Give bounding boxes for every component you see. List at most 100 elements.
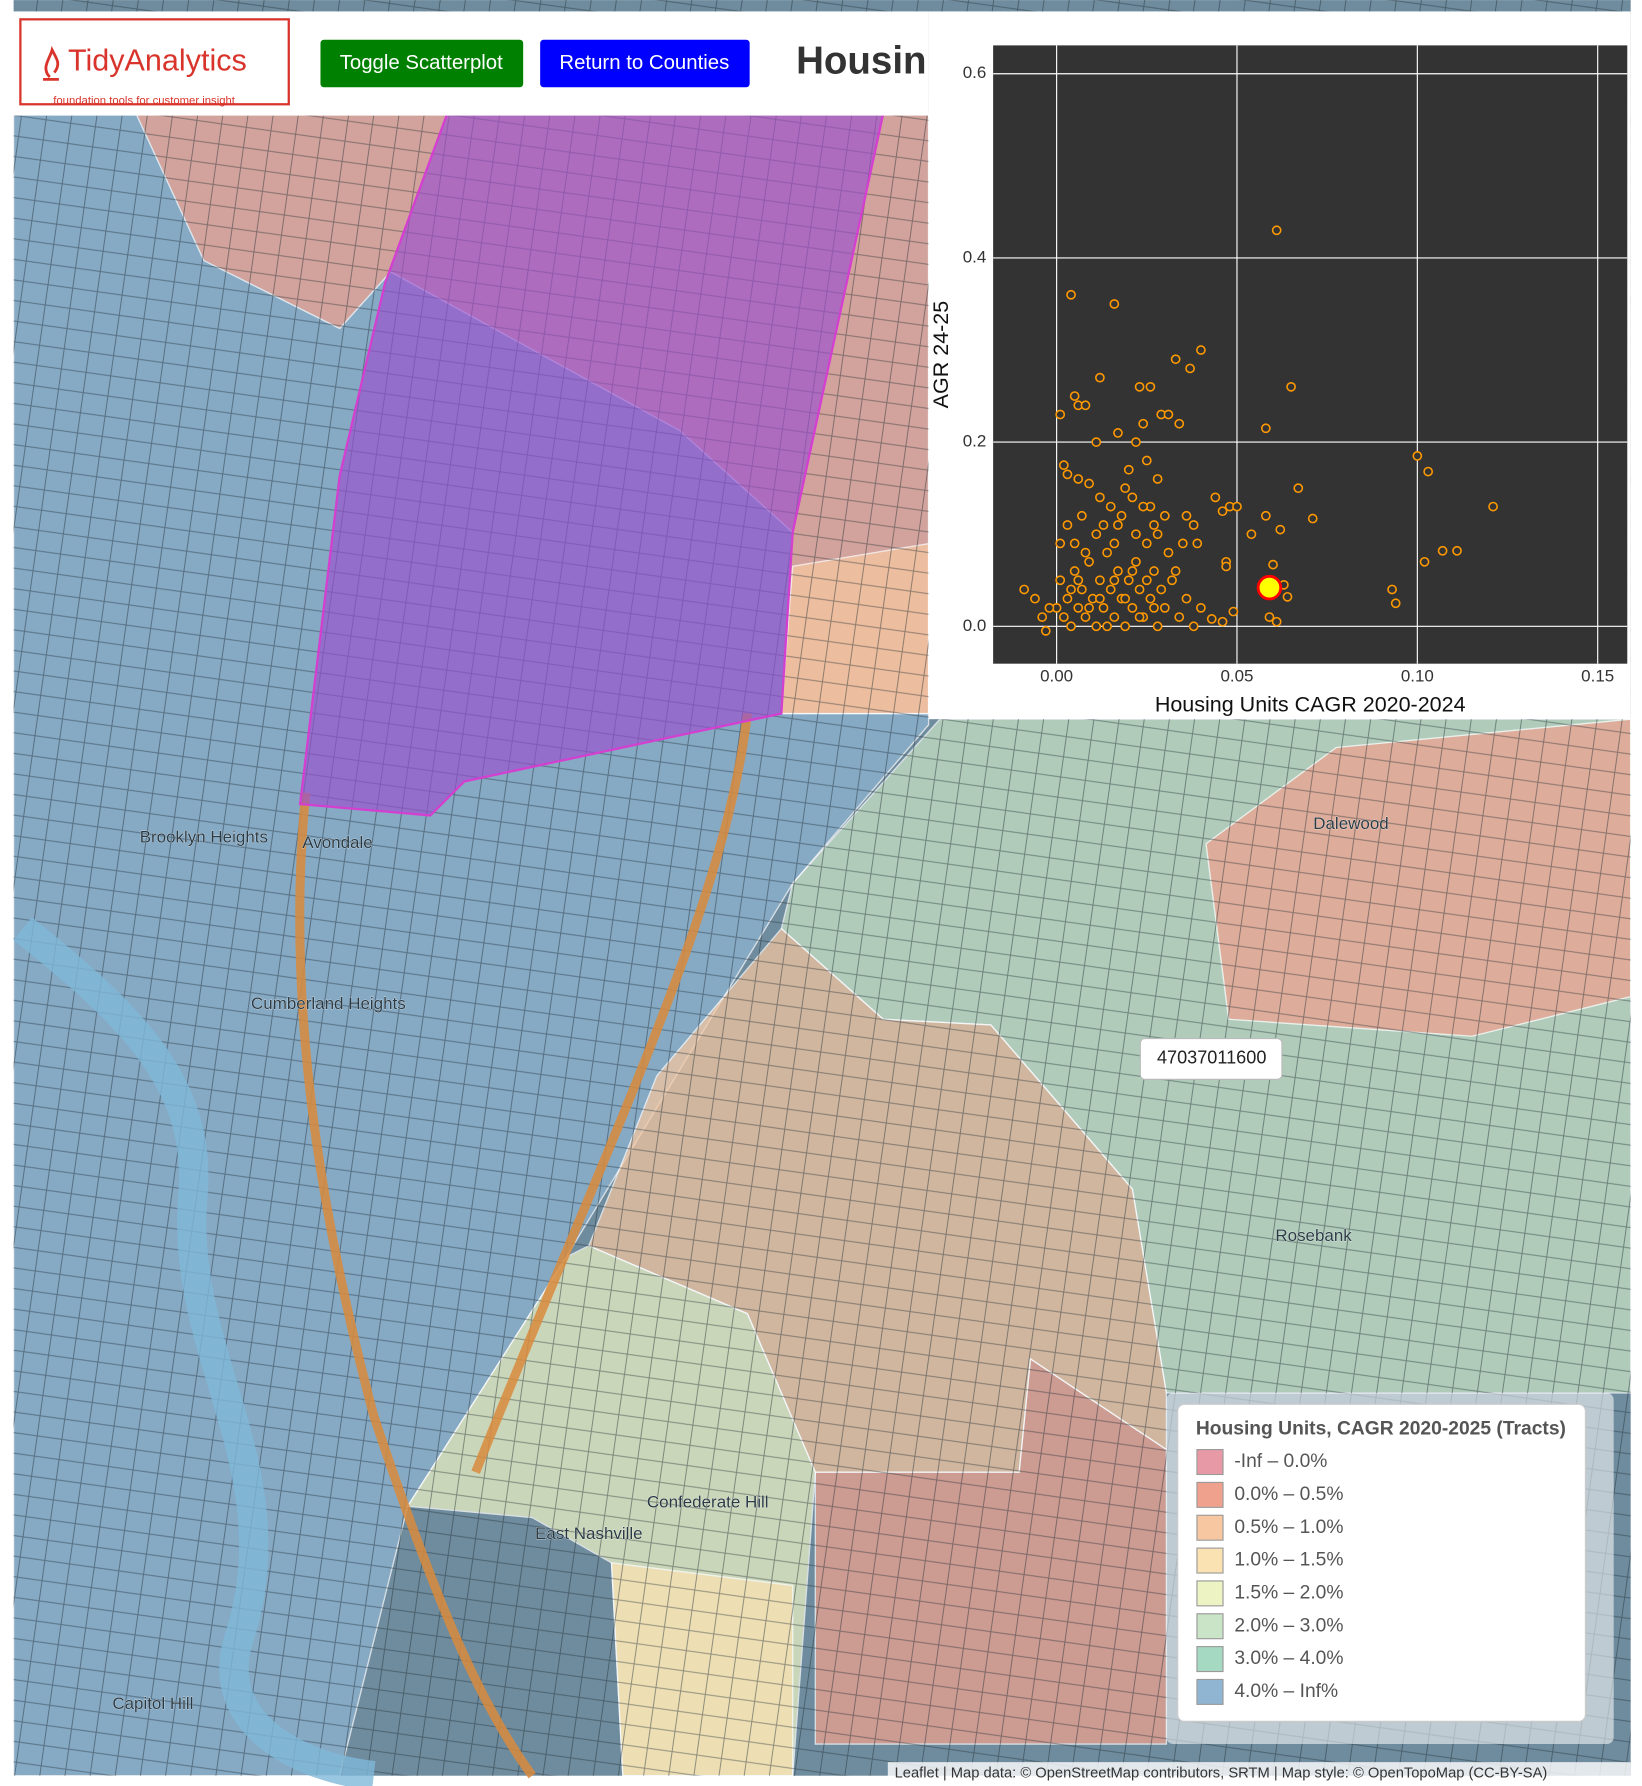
selected-tract[interactable] [298, 112, 885, 817]
x-tick-label: 0.00 [1040, 667, 1073, 686]
river [13, 917, 376, 1786]
attribution-bg [887, 1762, 1631, 1786]
point [1044, 603, 1055, 613]
point [1095, 593, 1105, 604]
point [1196, 603, 1206, 613]
point [1271, 225, 1282, 236]
legend-label: 1.5% – 2.0% [1234, 1582, 1343, 1603]
point [1120, 593, 1131, 604]
point [1102, 621, 1112, 632]
header: TidyAnalytics foundation tools for custo… [0, 11, 929, 116]
point [1260, 510, 1271, 521]
point [1095, 492, 1105, 503]
point [1170, 354, 1181, 365]
point [1069, 391, 1080, 401]
point [1120, 621, 1131, 632]
point [1123, 575, 1134, 586]
point [1069, 538, 1080, 549]
point [1127, 566, 1138, 576]
return-button[interactable] [540, 39, 750, 88]
legend-swatch [1196, 1678, 1224, 1705]
legend-label: 1.0% – 1.5% [1234, 1550, 1343, 1571]
point [1141, 455, 1152, 466]
point [1170, 566, 1181, 576]
point [1105, 501, 1116, 512]
point [1246, 529, 1257, 540]
point [1105, 584, 1116, 595]
legend-box [1177, 1403, 1586, 1722]
x-tick-label: 0.10 [1401, 667, 1434, 686]
place-label: Brooklyn Heights [140, 828, 268, 847]
point [1145, 593, 1156, 604]
toggle-button-label[interactable]: Toggle Scatterplot [340, 52, 503, 74]
point [1055, 409, 1066, 420]
x-axis-label: Housing Units CAGR 2020-2024 [1155, 692, 1466, 716]
highlight-point [1256, 574, 1283, 601]
point [1260, 423, 1271, 434]
legend-label: -Inf – 0.0% [1234, 1451, 1327, 1472]
attribution[interactable]: Leaflet | Map data: © OpenStreetMap cont… [895, 1765, 1548, 1781]
point [1412, 451, 1423, 461]
point [1488, 501, 1498, 512]
legend-label: 0.5% – 1.0% [1234, 1517, 1343, 1538]
place-label: Capitol Hill [112, 1694, 193, 1713]
legend-label: 4.0% – Inf% [1234, 1681, 1338, 1702]
logo-box[interactable] [19, 18, 290, 106]
point [1109, 299, 1120, 309]
y-tick-label: 0.2 [963, 432, 987, 451]
highway [295, 712, 752, 1779]
legend-swatch [1196, 1449, 1224, 1476]
point [1098, 603, 1109, 613]
point [1113, 428, 1123, 438]
point [1080, 547, 1091, 558]
return-button-label[interactable]: Return to Counties [559, 52, 729, 74]
point [1127, 492, 1138, 503]
point [1387, 584, 1397, 595]
point [1149, 603, 1159, 613]
point [1174, 418, 1185, 429]
point [1228, 606, 1239, 617]
point [1109, 612, 1120, 622]
point [1109, 575, 1120, 586]
point [1091, 437, 1102, 447]
legend-swatch [1196, 1514, 1224, 1541]
point [1058, 612, 1069, 622]
y-tick-label: 0.0 [963, 616, 987, 635]
scatter-panel: Housing Units CAGR 2020-2024 AGR 24-25 0… [928, 11, 1631, 720]
point [1138, 501, 1149, 512]
point [1232, 501, 1242, 512]
point [1095, 372, 1105, 383]
point [1066, 584, 1076, 595]
point [1149, 566, 1159, 576]
point [1116, 510, 1127, 521]
point [1156, 584, 1167, 595]
point [1062, 593, 1073, 604]
point [1131, 529, 1141, 540]
legend: Housing Units, CAGR 2020-2025 (Tracts) -… [1166, 1392, 1614, 1745]
point [1102, 547, 1112, 558]
point [1030, 593, 1040, 604]
point [1134, 584, 1145, 595]
place-label: Cumberland Heights [251, 994, 406, 1013]
point [1113, 566, 1123, 576]
point [1221, 561, 1232, 572]
point [1134, 381, 1145, 392]
point [1282, 591, 1293, 602]
point [1123, 464, 1134, 475]
point [1452, 545, 1462, 556]
legend-label: 2.0% – 3.0% [1234, 1615, 1343, 1636]
place-labels: Dalewood Rosebank Brooklyn Heights Avondale… [112, 814, 1389, 1713]
toggle-button[interactable] [320, 39, 524, 88]
point [1293, 483, 1304, 494]
place-label: Confederate Hill [647, 1492, 769, 1511]
logo-text: TidyAnalytics [68, 43, 247, 77]
legend-label: 0.0% – 0.5% [1234, 1484, 1343, 1505]
legend-title: Housing Units, CAGR 2020-2025 (Tracts) [1196, 1418, 1566, 1439]
point [1177, 538, 1188, 549]
point [1062, 520, 1073, 530]
point [1390, 598, 1401, 609]
point [1141, 575, 1152, 586]
point [1307, 513, 1318, 524]
point [1076, 510, 1087, 521]
